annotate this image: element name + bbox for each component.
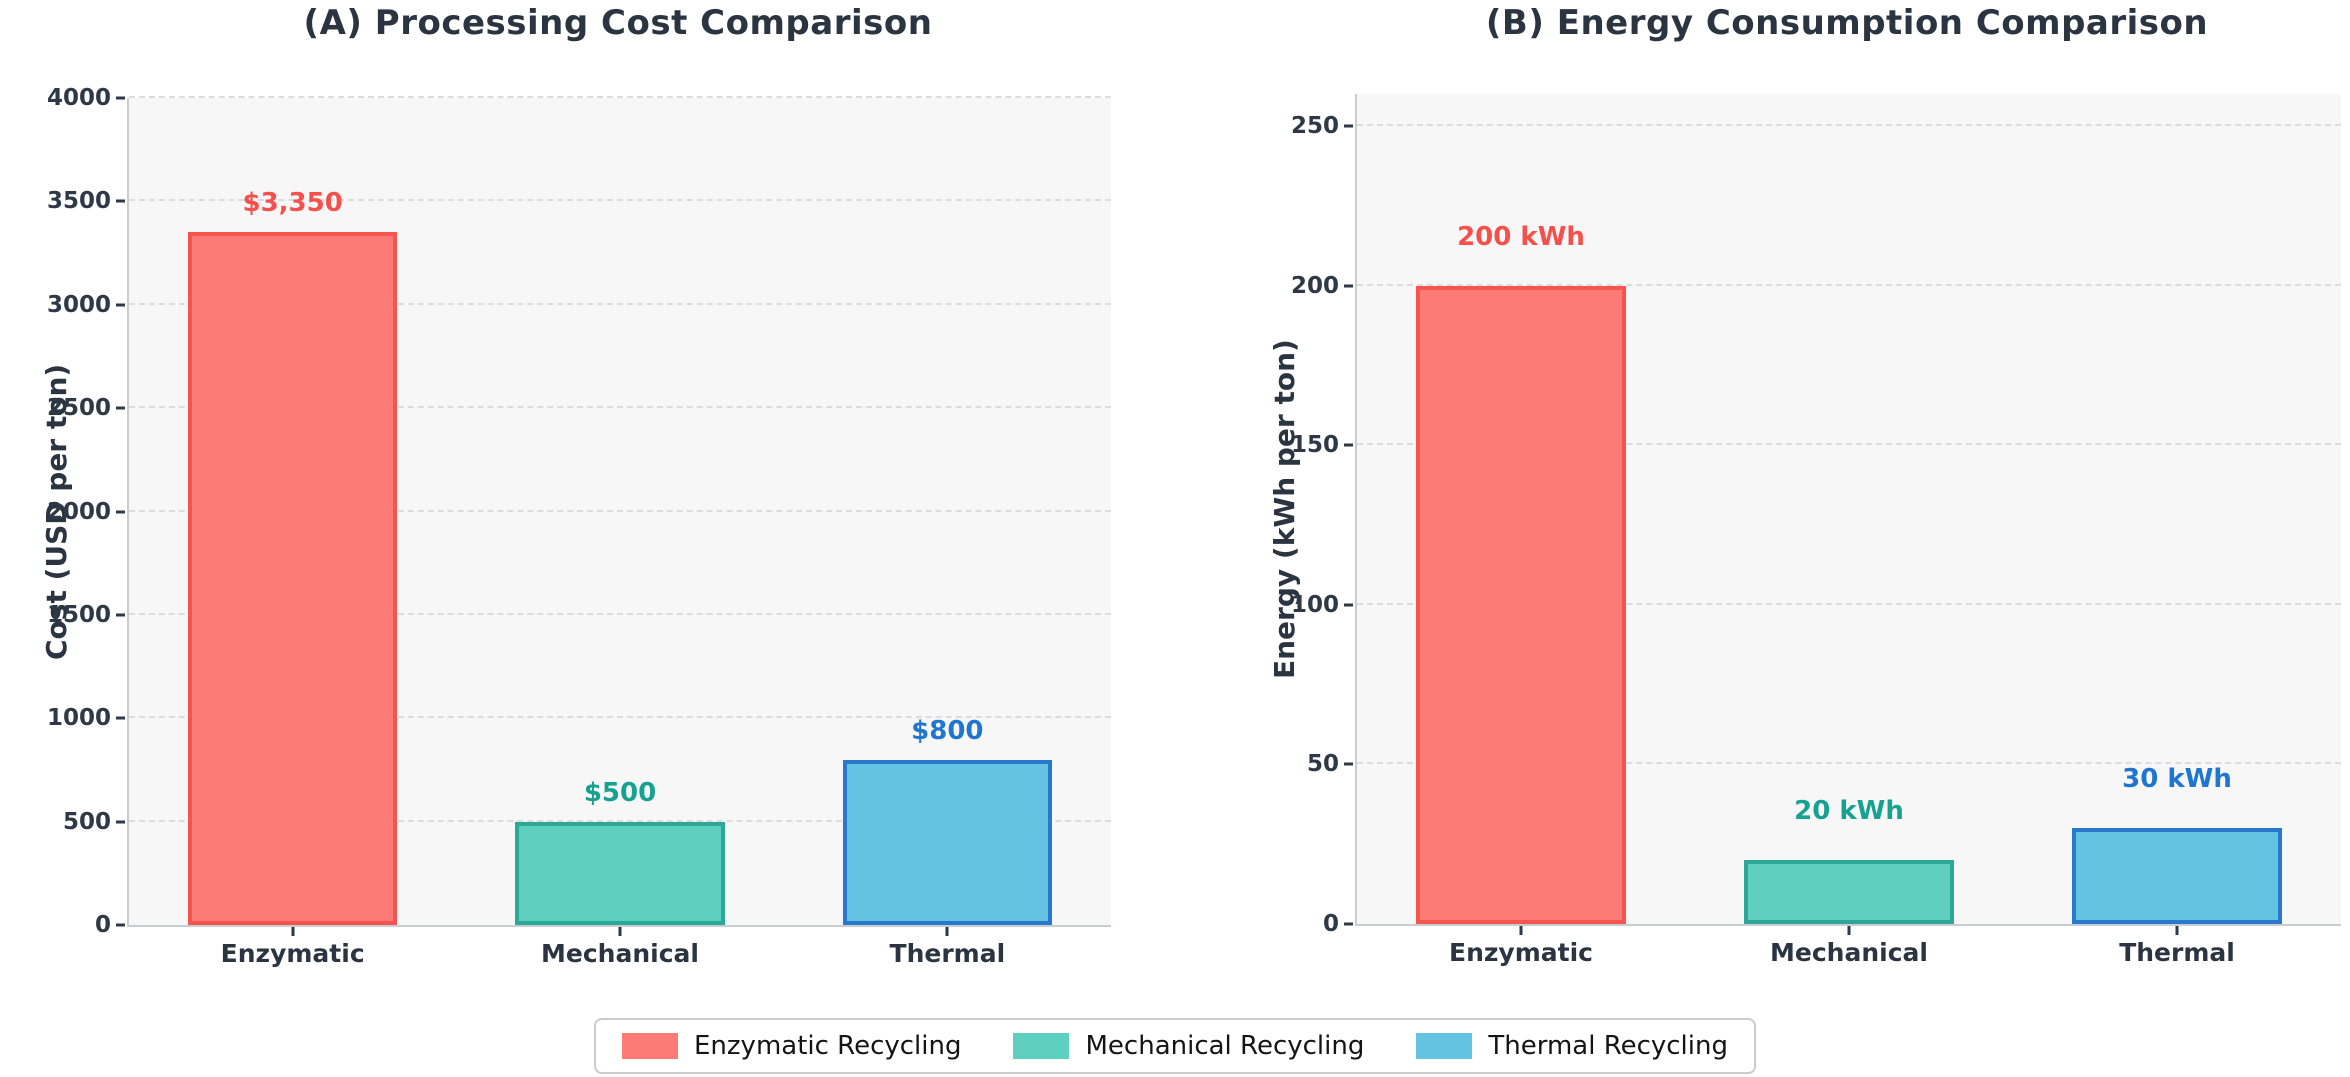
bar-value-label-thermal: $800 bbox=[911, 715, 984, 746]
bar-enzymatic bbox=[1416, 285, 1626, 924]
y-tick-label-0: 0 bbox=[94, 912, 111, 938]
y-tick-mark-0 bbox=[1344, 922, 1353, 926]
bar-mechanical bbox=[515, 821, 725, 925]
legend-swatch-icon bbox=[1013, 1033, 1070, 1059]
legend-swatch-icon bbox=[1416, 1033, 1473, 1059]
legend-item-thermal: Thermal Recycling bbox=[1416, 1031, 1728, 1061]
legend: Enzymatic Recycling Mechanical Recycling T… bbox=[594, 1018, 1756, 1074]
y-tick-label-150: 150 bbox=[1290, 432, 1339, 459]
gridline-y-3000 bbox=[129, 302, 1111, 305]
y-tick-mark-2500 bbox=[116, 406, 125, 410]
bar-thermal bbox=[2072, 828, 2282, 924]
legend-item-mechanical: Mechanical Recycling bbox=[1013, 1031, 1364, 1061]
y-tick-label-4000: 4000 bbox=[46, 85, 111, 111]
gridline-y-250 bbox=[1357, 123, 2341, 126]
legend-swatch-icon bbox=[622, 1033, 679, 1059]
chart-panel-a: (A) Processing Cost Comparison Cost (USD… bbox=[0, 0, 1175, 1010]
x-category-label-enzymatic: Enzymatic bbox=[1449, 938, 1593, 967]
x-category-label-enzymatic: Enzymatic bbox=[220, 939, 365, 968]
gridline-y-4000 bbox=[129, 96, 1111, 98]
y-tick-mark-150 bbox=[1344, 443, 1353, 447]
bar-value-label-enzymatic: $3,350 bbox=[242, 188, 343, 219]
chart-panel-b: (B) Energy Consumption Comparison Energy… bbox=[1175, 0, 2350, 1010]
x-category-label-mechanical: Mechanical bbox=[1770, 938, 1928, 967]
chart-b-title: (B) Energy Consumption Comparison bbox=[1485, 3, 2209, 43]
y-tick-label-2000: 2000 bbox=[46, 498, 111, 525]
gridline-y-150 bbox=[1357, 443, 2341, 446]
y-tick-label-2500: 2500 bbox=[46, 395, 111, 422]
x-tick-mark-mechanical bbox=[618, 927, 622, 936]
gridline-y-2500 bbox=[129, 406, 1111, 409]
gridline-y-2000 bbox=[129, 509, 1111, 512]
y-tick-label-3000: 3000 bbox=[46, 291, 111, 318]
y-tick-label-50: 50 bbox=[1306, 751, 1339, 778]
x-tick-mark-enzymatic bbox=[1519, 926, 1523, 935]
y-tick-mark-1500 bbox=[116, 613, 125, 617]
y-tick-label-1500: 1500 bbox=[46, 601, 111, 628]
y-tick-mark-3500 bbox=[116, 199, 125, 203]
y-tick-mark-250 bbox=[1344, 124, 1353, 128]
x-category-label-mechanical: Mechanical bbox=[541, 939, 699, 968]
bar-value-label-enzymatic: 200 kWh bbox=[1457, 221, 1585, 252]
bar-mechanical bbox=[1744, 860, 1954, 924]
gridline-y-3500 bbox=[129, 199, 1111, 202]
y-tick-label-250: 250 bbox=[1290, 112, 1339, 139]
gridline-y-100 bbox=[1357, 602, 2341, 605]
y-tick-mark-200 bbox=[1344, 284, 1353, 288]
y-tick-label-200: 200 bbox=[1290, 272, 1339, 299]
y-tick-label-3500: 3500 bbox=[46, 188, 111, 215]
x-category-label-thermal: Thermal bbox=[2119, 938, 2235, 967]
chart-a-plot-area: Cost (USD per ton) 0 500 1000 1500 2000 2500 3… bbox=[40, 85, 1111, 968]
legend-label: Enzymatic Recycling bbox=[694, 1031, 962, 1061]
y-tick-mark-0 bbox=[116, 923, 125, 927]
y-tick-mark-2000 bbox=[116, 510, 125, 513]
bar-value-label-mechanical: $500 bbox=[583, 777, 657, 808]
x-category-label-thermal: Thermal bbox=[889, 939, 1006, 968]
y-tick-mark-100 bbox=[1344, 603, 1353, 607]
y-tick-mark-3000 bbox=[116, 303, 125, 307]
legend-label: Thermal Recycling bbox=[1488, 1031, 1728, 1061]
gridline-y-200 bbox=[1357, 283, 2341, 286]
bar-value-label-mechanical: 20 kWh bbox=[1794, 796, 1904, 827]
legend-item-enzymatic: Enzymatic Recycling bbox=[622, 1031, 961, 1061]
y-tick-label-0: 0 bbox=[1322, 911, 1339, 937]
bar-value-label-thermal: 30 kWh bbox=[2122, 764, 2232, 795]
y-tick-mark-1000 bbox=[116, 716, 125, 720]
gridline-y-1000 bbox=[129, 716, 1111, 719]
y-tick-mark-500 bbox=[116, 820, 125, 824]
legend-label: Mechanical Recycling bbox=[1085, 1031, 1365, 1061]
y-tick-label-1000: 1000 bbox=[46, 705, 111, 732]
gridline-y-1500 bbox=[129, 612, 1111, 615]
gridline-y-500 bbox=[129, 819, 1111, 822]
chart-b-plot-area: Energy (kWh per ton) 0 50 100 150 200 250 200 … bbox=[1268, 94, 2341, 967]
y-tick-mark-4000 bbox=[116, 96, 125, 100]
bar-thermal bbox=[842, 759, 1052, 925]
y-tick-label-500: 500 bbox=[62, 808, 111, 835]
y-tick-mark-50 bbox=[1344, 762, 1353, 766]
chart-a-title: (A) Processing Cost Comparison bbox=[303, 3, 933, 43]
chart-b-y-axis-label: Energy (kWh per ton) bbox=[1268, 339, 1301, 679]
x-tick-mark-thermal bbox=[945, 927, 949, 936]
gridline-y-50 bbox=[1357, 762, 2341, 765]
bar-enzymatic bbox=[188, 232, 398, 925]
y-tick-label-100: 100 bbox=[1290, 591, 1339, 618]
x-tick-mark-mechanical bbox=[1847, 926, 1851, 935]
x-tick-mark-thermal bbox=[2175, 926, 2179, 935]
x-tick-mark-enzymatic bbox=[291, 927, 295, 936]
